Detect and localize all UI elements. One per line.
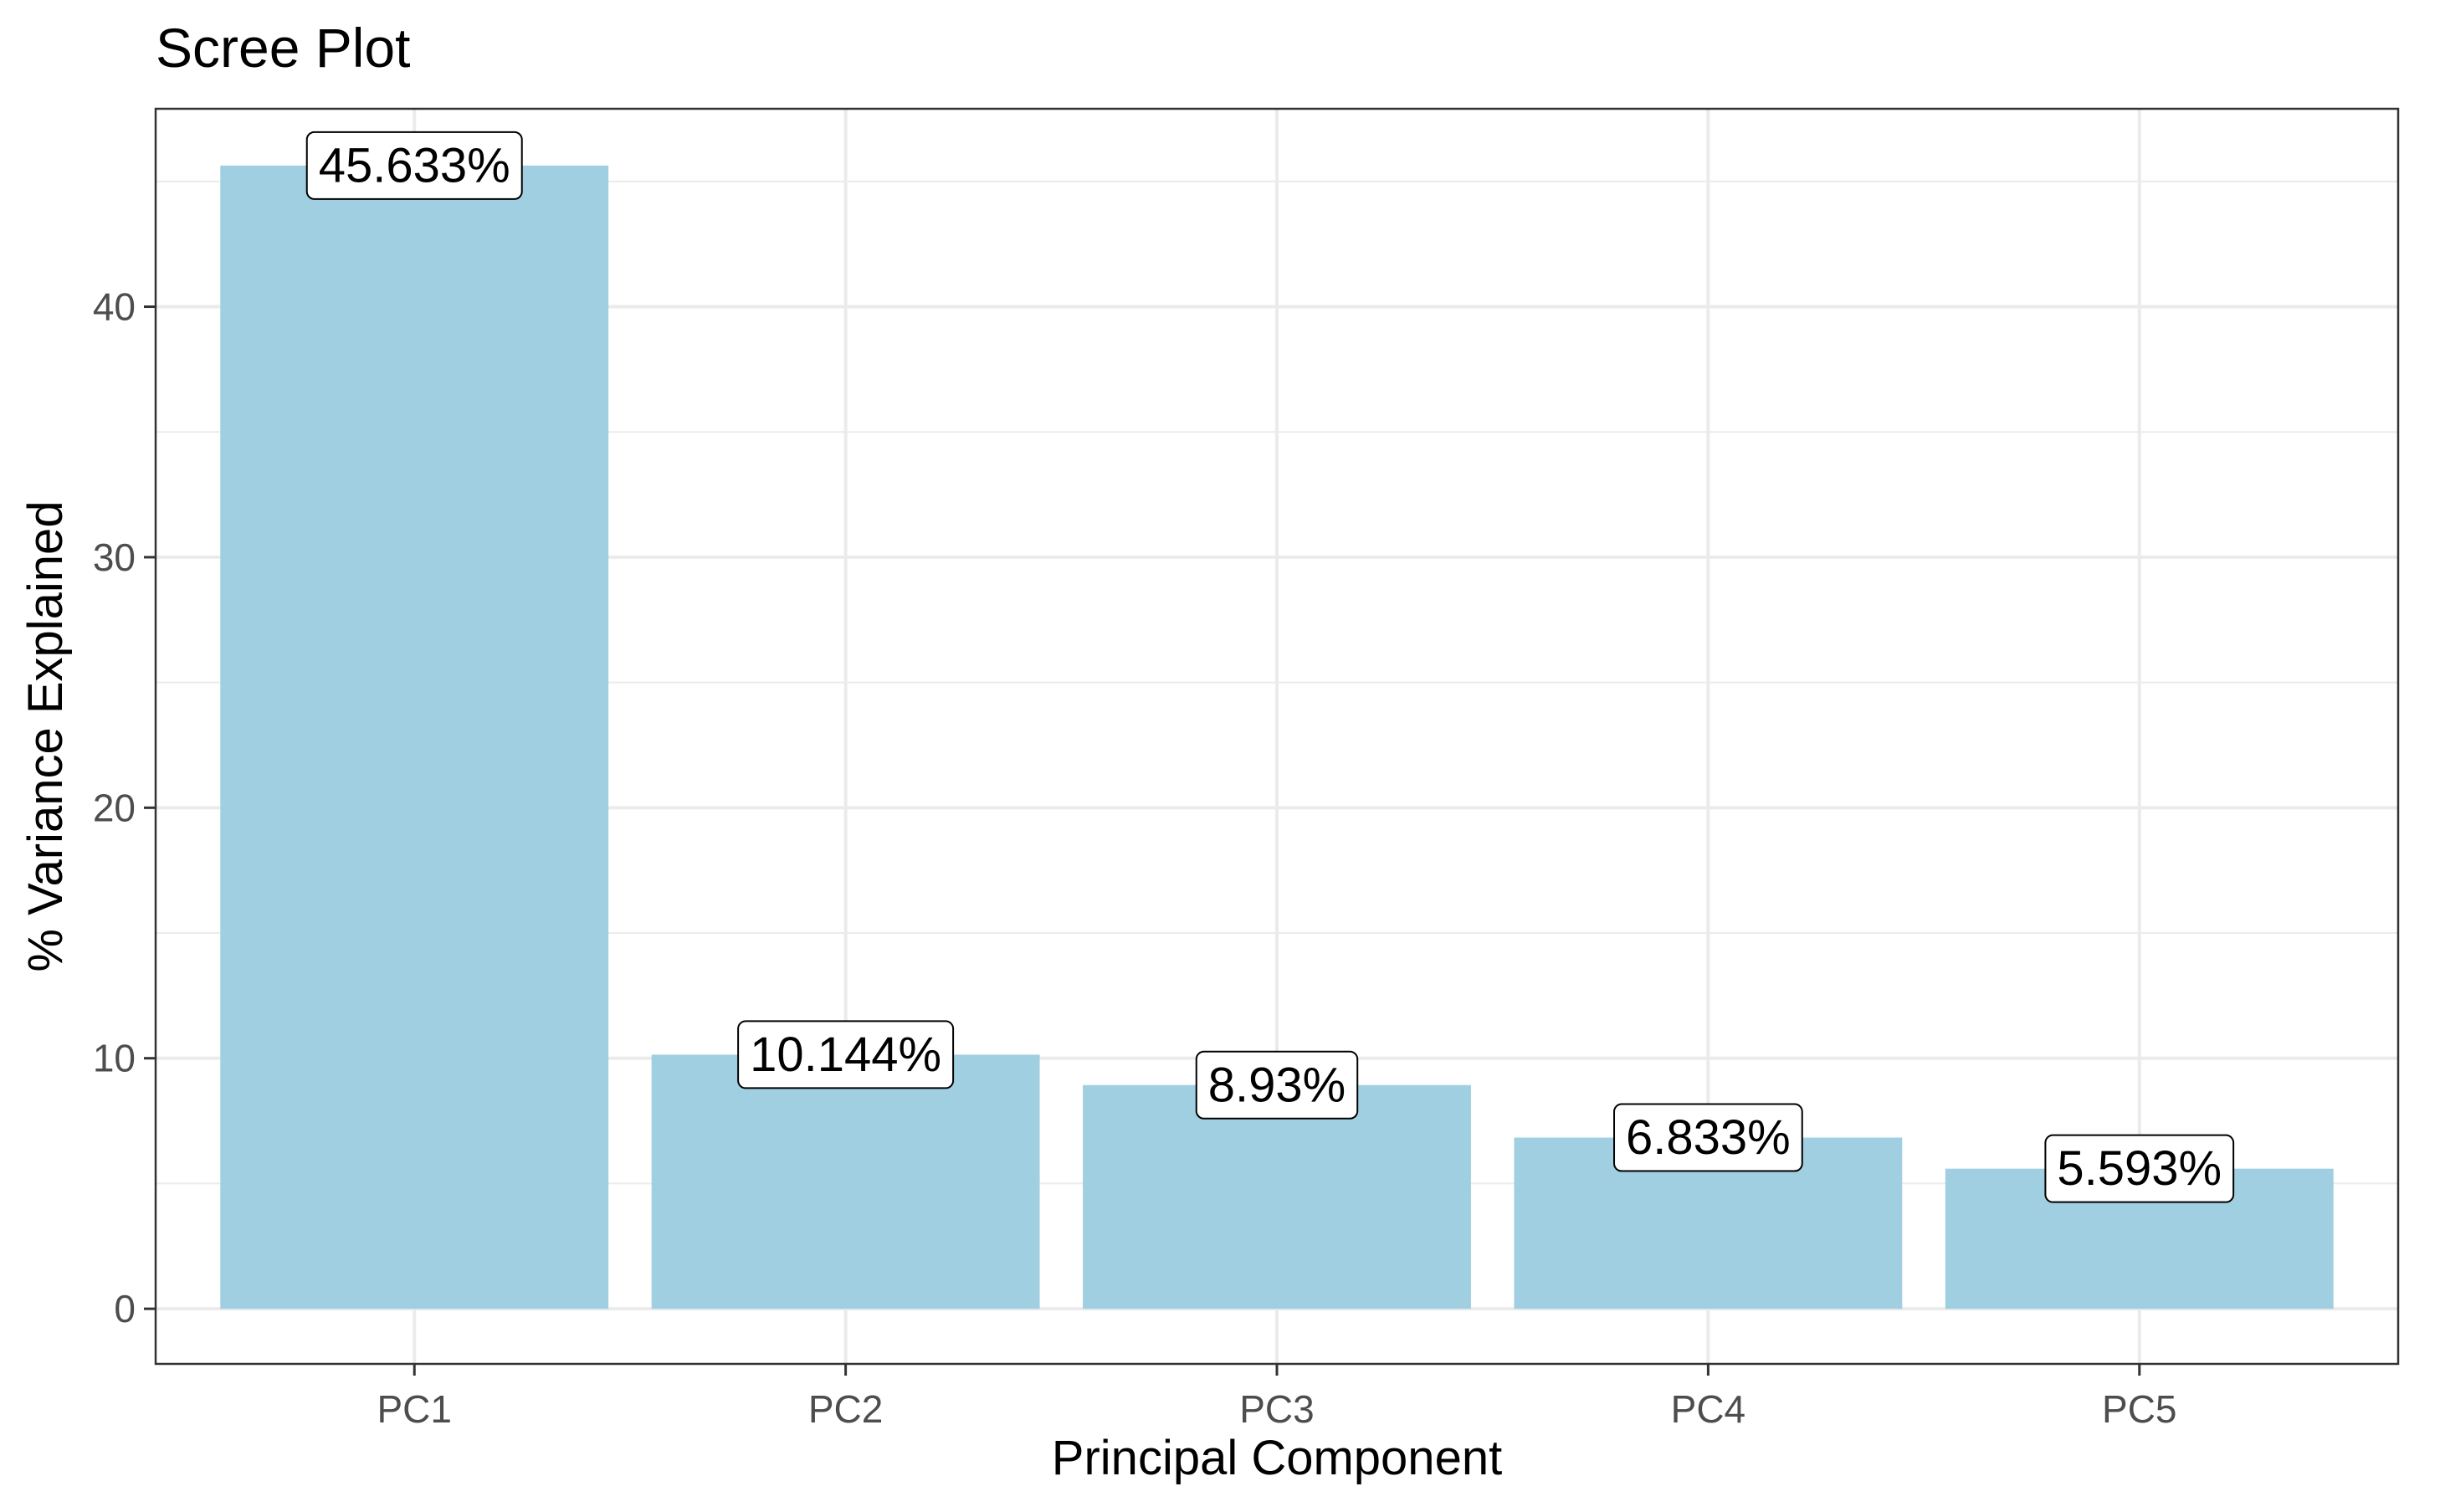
data-label-text: 6.833% xyxy=(1626,1110,1791,1165)
y-axis-title: % Variance Explained xyxy=(18,500,73,971)
y-tick-label: 40 xyxy=(93,285,136,329)
bar-pc2 xyxy=(651,1054,1040,1310)
bar-pc3 xyxy=(1083,1084,1471,1310)
y-tick-label: 20 xyxy=(93,786,136,829)
data-label-text: 10.144% xyxy=(750,1028,941,1082)
y-tick-label: 30 xyxy=(93,536,136,579)
x-tick-label: PC3 xyxy=(1239,1387,1314,1431)
data-label-text: 45.633% xyxy=(319,138,510,192)
x-tick-label: PC1 xyxy=(377,1387,451,1431)
data-label-box xyxy=(1195,1050,1359,1120)
bars-layer xyxy=(220,165,2334,1310)
x-tick-label: PC4 xyxy=(1671,1387,1745,1431)
y-tick-label: 10 xyxy=(93,1037,136,1080)
data-label-pc5: 5.593% xyxy=(2044,1134,2235,1203)
data-label-box xyxy=(305,131,523,200)
bar-pc1 xyxy=(220,165,609,1310)
x-tick-label: PC2 xyxy=(808,1387,883,1431)
chart-title: Scree Plot xyxy=(156,17,410,79)
data-label-box xyxy=(737,1020,955,1089)
x-tick-label: PC5 xyxy=(2102,1387,2176,1431)
data-label-text: 8.93% xyxy=(1208,1058,1346,1112)
data-label-pc2: 10.144% xyxy=(737,1020,955,1089)
x-axis-title: Principal Component xyxy=(1052,1431,1502,1485)
x-axis: PC1 PC2 PC3 PC4 PC5 xyxy=(377,1364,2177,1431)
data-label-pc4: 6.833% xyxy=(1613,1103,1803,1172)
y-tick-label: 0 xyxy=(114,1287,136,1330)
data-label-text: 5.593% xyxy=(2057,1141,2222,1196)
data-labels-layer: 45.633% 10.144% 8.93% 6.833% 5.593% xyxy=(305,131,2235,1203)
data-label-box xyxy=(1613,1103,1803,1172)
y-axis: 0 10 20 30 40 xyxy=(93,285,156,1330)
data-label-pc3: 8.93% xyxy=(1195,1050,1359,1120)
data-label-pc1: 45.633% xyxy=(305,131,523,200)
data-label-box xyxy=(2044,1134,2235,1203)
